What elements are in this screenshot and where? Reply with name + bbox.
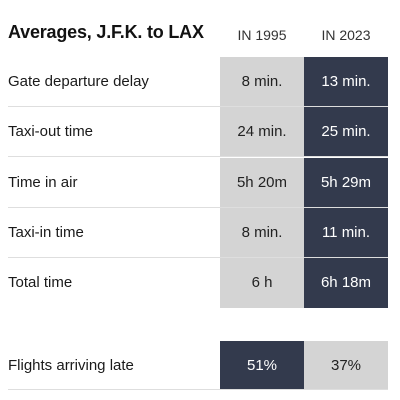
value-2023: 6h 18m — [304, 258, 388, 308]
row-label: Taxi-in time — [8, 224, 84, 241]
value-2023: 13 min. — [304, 57, 388, 107]
value-2023: 5h 29m — [304, 158, 388, 208]
table-row: Total time 6 h 6h 18m — [0, 258, 388, 308]
value-1995: 8 min. — [220, 57, 304, 107]
value-2023: 25 min. — [304, 107, 388, 157]
column-header-2023: IN 2023 — [321, 27, 371, 43]
value-1995: 5h 20m — [220, 158, 304, 208]
row-label: Time in air — [8, 174, 78, 191]
row-divider — [8, 257, 388, 258]
value-2023: 37% — [304, 341, 388, 390]
row-label: Gate departure delay — [8, 73, 149, 90]
value-1995: 6 h — [220, 258, 304, 308]
value-2023: 11 min. — [304, 208, 388, 258]
table-row: Time in air 5h 20m 5h 29m — [0, 158, 388, 208]
table-row: Taxi-out time 24 min. 25 min. — [0, 107, 388, 157]
flights-late-row: Flights arriving late 51% 37% — [0, 341, 388, 390]
row-label: Taxi-out time — [8, 123, 94, 140]
row-divider — [8, 389, 388, 390]
value-1995: 8 min. — [220, 208, 304, 258]
table-title: Averages, J.F.K. to LAX — [8, 22, 204, 42]
row-divider — [8, 207, 388, 208]
column-header-1995: IN 1995 — [237, 27, 287, 43]
row-label: Total time — [8, 274, 73, 291]
table-header: Averages, J.F.K. to LAX IN 1995 IN 2023 — [0, 0, 400, 56]
row-label: Flights arriving late — [8, 357, 134, 374]
row-divider — [8, 106, 388, 107]
row-divider — [8, 156, 388, 157]
value-1995: 24 min. — [220, 107, 304, 157]
table-row: Gate departure delay 8 min. 13 min. — [0, 57, 388, 107]
table-row: Taxi-in time 8 min. 11 min. — [0, 208, 388, 258]
value-1995: 51% — [220, 341, 304, 390]
